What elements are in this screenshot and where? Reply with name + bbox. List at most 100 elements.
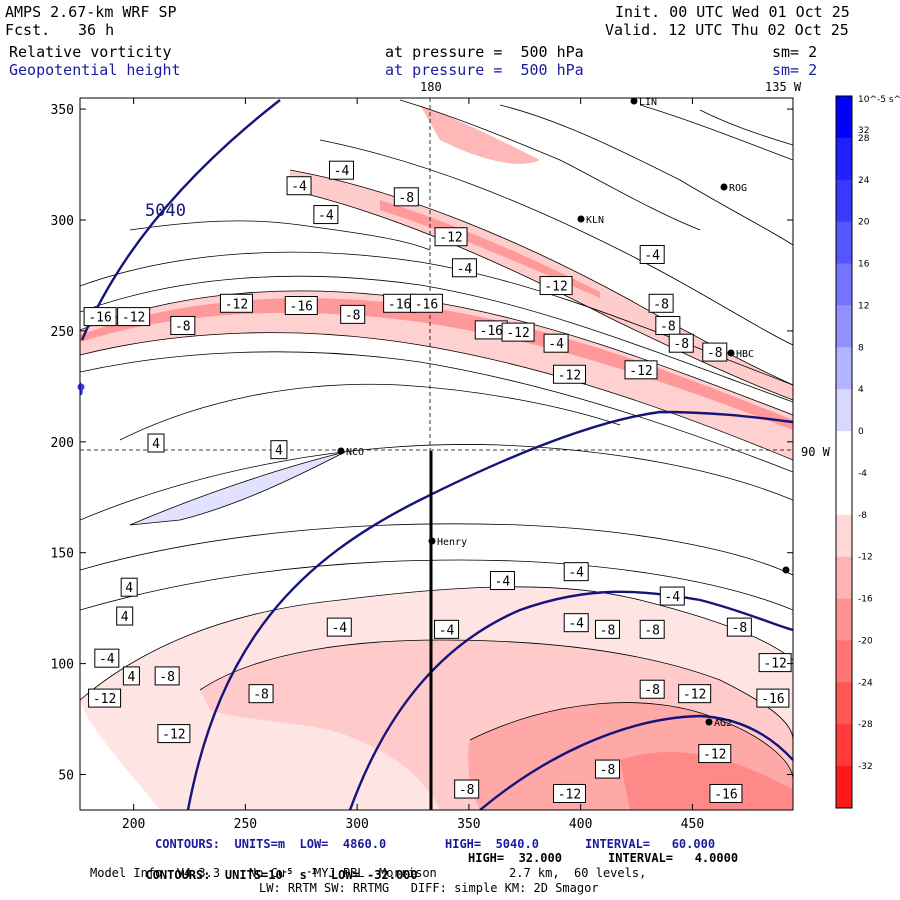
y-tick-label: 200 — [51, 436, 74, 451]
vorticity-label: -12 — [501, 322, 535, 342]
vorticity-label: -4 — [286, 176, 312, 196]
vorticity-label: -4 — [451, 258, 477, 278]
colorbar-swatch — [836, 472, 852, 516]
vorticity-label-box — [698, 744, 732, 764]
height-contour-label: 5040 — [145, 201, 186, 221]
vorticity-label-value: -8 — [660, 319, 676, 334]
station-name: ROG — [729, 183, 747, 194]
vorticity-label-box — [147, 433, 165, 453]
vorticity-label-box — [563, 562, 589, 582]
vorticity-label-box — [648, 293, 674, 313]
vorticity-label-box — [594, 759, 620, 779]
vorticity-label-value: -16 — [480, 324, 503, 339]
vorticity-label-box — [678, 684, 712, 704]
colorbar-tick-label: -8 — [858, 511, 867, 521]
vorticity-label-value: -8 — [644, 623, 660, 638]
vorticity-label: -4 — [94, 648, 120, 668]
colorbar-tick-label: 4 — [858, 385, 864, 395]
axis-ticks: 200 250 300 350 400 450 50 100 150 200 250 300 350 — [51, 98, 793, 832]
vorticity-label-value: 4 — [127, 670, 135, 685]
colorbar-tick-label: -12 — [858, 553, 873, 563]
vorticity-label-box — [624, 360, 658, 380]
colorbar-tick-label: 32 — [858, 126, 869, 136]
height-contour-5040 — [80, 99, 281, 341]
field1-name: Relative vorticity — [9, 43, 172, 61]
lon-135w-label: 135 W — [765, 80, 802, 94]
model-title: AMPS 2.67-km WRF SP — [5, 3, 177, 21]
colorbar-swatch — [836, 305, 852, 348]
vorticity-label-value: -4 — [291, 180, 307, 195]
footer-vort-contours: CONTOURS: UNITS=10-5 s-1 LOW= -32.000 — [131, 852, 417, 882]
vorticity-label: -16 — [284, 295, 318, 315]
vort-contour — [129, 220, 431, 251]
vort-contour — [119, 383, 621, 441]
vorticity-label-box — [552, 783, 586, 803]
vorticity-label: -8 — [248, 684, 274, 704]
colorbar-swatch — [836, 179, 852, 223]
init-time: Init. 00 UTC Wed 01 Oct 25 — [615, 3, 850, 21]
colorbar: 10^-5 s^-1 28 24 20 16 12 8 4 0 -4 -8 -12 -16 -20 -24 -… — [835, 95, 900, 809]
x-tick-label: 250 — [234, 817, 257, 832]
vorticity-label-value: -12 — [703, 748, 726, 763]
colorbar-tick-label: 24 — [858, 176, 870, 186]
vorticity-label-box — [709, 783, 743, 803]
vorticity-label: 4 — [147, 433, 165, 453]
vorticity-label-box — [154, 666, 180, 686]
footer-vort-units: CONTOURS: UNITS=10 — [145, 868, 283, 882]
vorticity-label-value: -12 — [506, 326, 529, 341]
vorticity-label: 4 — [122, 666, 140, 686]
colorbar-swatch — [836, 556, 852, 600]
vorticity-label-box — [117, 307, 151, 327]
vort-contour — [289, 169, 793, 386]
vorticity-label-value: 4 — [152, 437, 160, 452]
vorticity-label-value: -4 — [99, 652, 115, 667]
vort-contour — [80, 586, 793, 701]
vorticity-label-box — [655, 315, 681, 335]
vorticity-label-value: -8 — [459, 783, 475, 798]
field1-pressure: at pressure = 500 hPa — [385, 43, 584, 61]
colorbar-tick-label: -24 — [858, 678, 873, 688]
vorticity-label-value: -8 — [600, 763, 616, 778]
vort-contour — [80, 559, 793, 611]
vorticity-label: -8 — [668, 333, 694, 353]
vorticity-label: -8 — [594, 619, 620, 639]
station-dot — [337, 447, 345, 455]
vorticity-label-box — [284, 295, 318, 315]
vorticity-label-value: -4 — [439, 623, 455, 638]
colorbar-swatch — [836, 137, 852, 181]
vorticity-label-box — [543, 333, 569, 353]
vorticity-label-box — [313, 205, 339, 225]
forecast-value: 36 h — [78, 21, 115, 39]
vorticity-label-value: -12 — [93, 692, 116, 707]
station-name: LIN — [639, 97, 657, 108]
vorticity-label-value: -8 — [673, 337, 689, 352]
colorbar-tick-label: 8 — [858, 343, 864, 353]
forecast-label: Fcst. — [5, 21, 51, 39]
vorticity-label: -16 — [83, 307, 117, 327]
vorticity-label-box — [563, 613, 589, 633]
vorticity-label: -12 — [698, 744, 732, 764]
vorticity-label-box — [501, 322, 535, 342]
footer-vort-exp1: -5 — [282, 867, 293, 876]
station-name: NCO — [346, 447, 364, 458]
vorticity-label-box — [94, 648, 120, 668]
vorticity-label-value: -4 — [334, 164, 350, 179]
vorticity-label: -12 — [678, 684, 712, 704]
vorticity-label: -12 — [219, 293, 253, 313]
vorticity-label-value: -12 — [439, 231, 462, 246]
vorticity-label: -8 — [340, 304, 366, 324]
stations-layer: NCO Henry ROG KLN HBC AG2 LIN — [77, 97, 790, 729]
colorbar-tick-label: 0 — [858, 427, 864, 437]
vort-contour — [80, 275, 793, 403]
vorticity-label-value: -12 — [629, 364, 652, 379]
vorticity-label: -8 — [639, 679, 665, 699]
vorticity-label-box — [758, 653, 792, 673]
colorbar-tick-label: -20 — [858, 636, 873, 646]
vort-contour — [469, 702, 793, 781]
vorticity-label: -12 — [157, 724, 191, 744]
colorbar-tick-label: -16 — [858, 595, 873, 605]
colorbar-swatch — [836, 682, 852, 725]
negative-region-south-peak — [620, 751, 793, 810]
vort-contour — [499, 104, 793, 246]
vorticity-label: -12 — [552, 783, 586, 803]
